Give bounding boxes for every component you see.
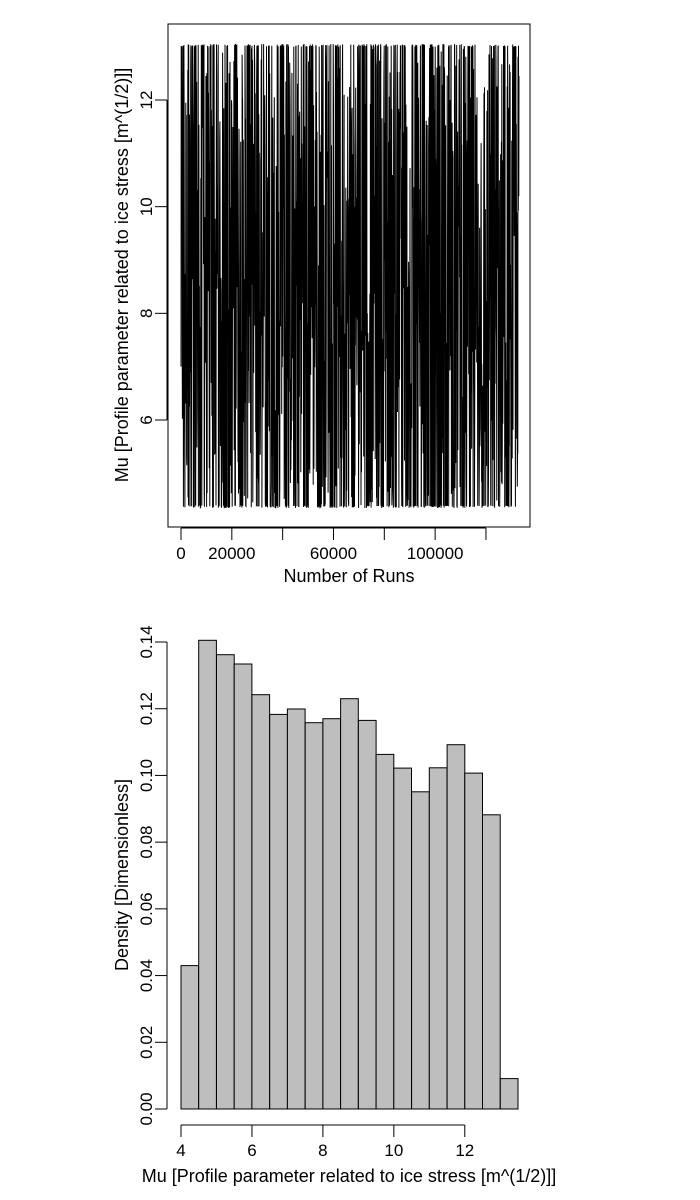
histogram-y-axis-label: Density [Dimensionless]: [112, 779, 132, 971]
histogram-bar: [340, 698, 359, 1110]
histogram-bar: [464, 772, 483, 1110]
histogram-bar: [198, 639, 217, 1110]
histogram-x-tick-label: 4: [176, 1141, 185, 1160]
histogram-bar: [375, 753, 395, 1110]
trace-x-tick-label: 60000: [310, 544, 357, 563]
histogram-bar: [180, 965, 200, 1110]
trace-y-tick-label: 12: [137, 91, 156, 110]
histogram-y-tick-label: 0.04: [137, 959, 156, 992]
trace-x-axis: 0 20000 60000 100000: [176, 527, 487, 563]
histogram-y-tick-label: 0.08: [137, 826, 156, 859]
trace-y-tick-label: 8: [137, 309, 156, 318]
histogram-bar: [269, 713, 288, 1110]
histogram-bar: [446, 744, 466, 1110]
histogram-y-tick-label: 0.02: [137, 1026, 156, 1059]
histogram-y-axis: 0.00 0.02 0.04 0.06 0.08 0.10 0.12 0.14: [137, 625, 168, 1126]
histogram-bar: [233, 663, 253, 1110]
histogram-y-tick-label: 0.10: [137, 759, 156, 792]
histogram-bar: [411, 791, 430, 1110]
histogram-bar: [251, 694, 271, 1110]
trace-plot-box: [167, 23, 531, 528]
histogram-x-tick-label: 8: [318, 1141, 327, 1160]
trace-x-tick-label: 20000: [208, 544, 255, 563]
histogram-bar: [304, 722, 324, 1110]
histogram-panel: 4 6 8 10 12 0.00 0.02 0.04 0.06 0.08 0.10 0.12 0.14…: [112, 625, 556, 1186]
histogram-x-tick-label: 12: [455, 1141, 474, 1160]
trace-y-axis-label: Mu [Profile parameter related to ice str…: [112, 68, 132, 483]
trace-y-tick-label: 6: [137, 415, 156, 424]
histogram-bar: [428, 767, 448, 1110]
histogram-x-tick-label: 10: [384, 1141, 403, 1160]
histogram-y-tick-label: 0.14: [137, 625, 156, 658]
histogram-y-tick-label: 0.06: [137, 892, 156, 925]
histogram-x-axis: 4 6 8 10 12: [176, 1124, 474, 1160]
histogram-bars: [180, 639, 519, 1110]
trace-y-tick-label: 10: [137, 197, 156, 216]
histogram-y-tick-label: 0.00: [137, 1092, 156, 1125]
histogram-bar: [286, 708, 306, 1110]
histogram-bar: [322, 718, 342, 1110]
histogram-bar: [393, 767, 412, 1110]
trace-x-axis-label: Number of Runs: [283, 566, 414, 586]
histogram-y-tick-label: 0.12: [137, 692, 156, 725]
trace-series-line: [180, 43, 520, 509]
trace-x-tick-label: 100000: [407, 544, 464, 563]
trace-x-tick-label: 0: [176, 544, 185, 563]
histogram-x-tick-label: 6: [247, 1141, 256, 1160]
histogram-bar: [499, 1078, 519, 1110]
histogram-bar: [216, 654, 235, 1110]
histogram-bar: [482, 814, 501, 1110]
histogram-bar: [357, 719, 377, 1110]
trace-y-axis: 6 8 10 12: [137, 91, 168, 425]
histogram-x-axis-label: Mu [Profile parameter related to ice str…: [142, 1166, 557, 1186]
